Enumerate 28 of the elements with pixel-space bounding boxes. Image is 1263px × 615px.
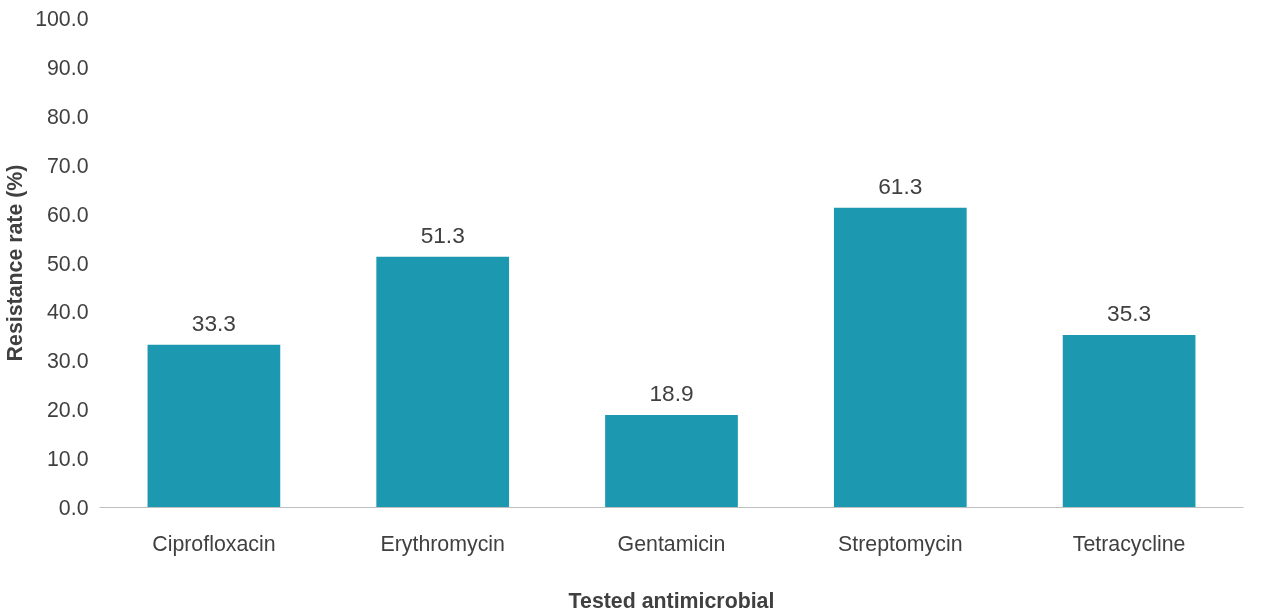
bar — [605, 415, 738, 508]
x-tick-label: Erythromycin — [380, 531, 505, 556]
y-tick-label: 60.0 — [46, 202, 89, 227]
x-axis-title: Tested antimicrobial — [568, 588, 775, 613]
y-axis-title: Resistance rate (%) — [3, 164, 28, 362]
y-tick-label: 20.0 — [46, 398, 89, 423]
y-tick-label: 80.0 — [46, 104, 89, 129]
data-label: 18.9 — [649, 380, 694, 407]
y-tick-label: 50.0 — [46, 251, 89, 276]
x-tick-label: Tetracycline — [1072, 531, 1186, 556]
bar — [376, 256, 510, 508]
data-label: 33.3 — [191, 309, 236, 336]
data-label: 51.3 — [420, 221, 465, 248]
y-tick-label: 0.0 — [58, 496, 89, 520]
y-tick-label: 10.0 — [46, 447, 89, 472]
y-tick-label: 30.0 — [46, 349, 89, 374]
x-tick-label: Streptomycin — [838, 531, 963, 556]
x-tick-label: Gentamicin — [617, 531, 726, 556]
bar — [1062, 334, 1196, 508]
data-label: 61.3 — [878, 172, 923, 199]
bar — [147, 344, 281, 508]
x-tick-label: Ciprofloxacin — [152, 531, 276, 556]
data-label: 35.3 — [1107, 299, 1152, 326]
y-tick-label: 90.0 — [46, 55, 89, 80]
y-tick-label: 40.0 — [46, 300, 89, 325]
bar — [833, 207, 967, 508]
y-tick-label: 100.0 — [35, 7, 89, 31]
y-tick-label: 70.0 — [46, 153, 89, 178]
